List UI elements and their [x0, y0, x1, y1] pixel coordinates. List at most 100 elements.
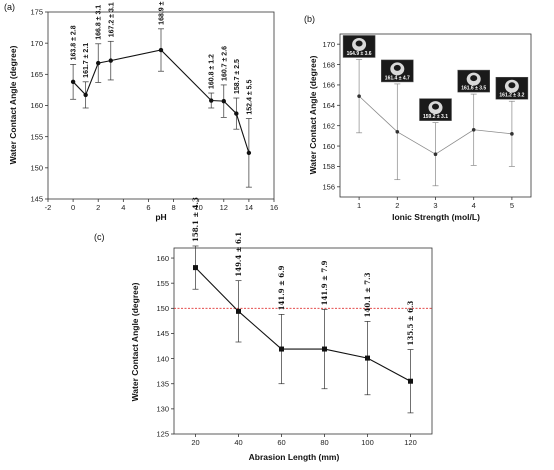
- plot-frame-c: [173, 247, 433, 435]
- y-tick-label-a: 145: [30, 195, 43, 204]
- x-tick-label-a: -2: [45, 203, 52, 212]
- data-point-a: [209, 98, 214, 103]
- data-label-a: 158.7 ± 2.5: [234, 59, 241, 94]
- x-axis-label-a: pH: [155, 212, 166, 222]
- data-label-a: 167.2 ± 3.1: [108, 2, 115, 37]
- y-tick-label-c: 125: [156, 430, 169, 439]
- droplet-highlight-b: [470, 75, 478, 82]
- y-tick-label-a: 175: [30, 8, 43, 17]
- data-label-b: 161.2 ± 3.2: [499, 93, 524, 99]
- droplet-highlight-b: [508, 82, 516, 89]
- data-point-a: [108, 58, 113, 63]
- data-point-a: [70, 79, 76, 85]
- x-tick-label-a: 12: [220, 203, 228, 212]
- x-tick-label-b: 1: [357, 201, 361, 210]
- data-point-a: [158, 47, 164, 53]
- x-tick-label-a: 4: [121, 203, 125, 212]
- data-label-c: 158.1 ± 4.3: [191, 197, 200, 242]
- x-axis-label-c: Abrasion Length (mm): [249, 452, 340, 462]
- data-label-a: 166.8 ± 3.1: [96, 5, 103, 40]
- x-tick-label-c: 120: [404, 438, 417, 447]
- y-tick-label-b: 158: [322, 162, 335, 171]
- x-tick-label-c: 60: [277, 438, 285, 447]
- data-label-a: 160.7 ± 2.6: [221, 46, 228, 81]
- x-tick-label-a: 2: [96, 203, 100, 212]
- x-axis-label-b: Ionic Strength (mol/L): [392, 212, 480, 222]
- y-tick-label-c: 130: [156, 405, 169, 414]
- x-tick-label-c: 100: [361, 438, 374, 447]
- y-tick-label-b: 168: [322, 60, 335, 69]
- chart-a: Water Contact Angle (degree) pH 145 150 15…: [8, 0, 278, 222]
- y-tick-label-a: 160: [30, 101, 43, 110]
- y-tick-label-c: 135: [156, 379, 169, 388]
- x-tick-label-a: 14: [245, 203, 253, 212]
- panel-label-a: (a): [4, 2, 15, 12]
- data-label-c: 140.1 ± 7.3: [363, 272, 372, 317]
- droplet-highlight-b: [393, 64, 401, 71]
- y-tick-label-a: 155: [30, 132, 43, 141]
- droplet-highlight-b: [355, 40, 363, 47]
- data-label-b: 161.4 ± 4.7: [385, 75, 410, 81]
- x-tick-label-a: 16: [270, 203, 278, 212]
- x-tick-label-b: 3: [433, 201, 437, 210]
- chart-b: Water Contact Angle (degree) Ionic Stren…: [308, 33, 532, 222]
- y-tick-label-b: 160: [322, 142, 335, 151]
- y-tick-label-b: 170: [322, 40, 335, 49]
- x-tick-label-b: 4: [472, 201, 476, 210]
- panel-label-c: (c): [94, 232, 105, 242]
- data-point-a: [246, 150, 252, 156]
- data-point-c: [236, 308, 241, 314]
- data-label-a: 152.4 ± 5.5: [246, 80, 253, 115]
- x-tick-label-b: 2: [395, 201, 399, 210]
- panel-label-b: (b): [304, 14, 315, 24]
- y-tick-label-b: 164: [322, 101, 335, 110]
- y-tick-label-a: 165: [30, 70, 43, 79]
- y-tick-label-c: 155: [156, 279, 169, 288]
- data-label-b: 164.9 ± 3.6: [347, 51, 372, 57]
- y-axis-label-b: Water Contact Angle (degree): [308, 55, 318, 174]
- data-label-c: 141.9 ± 6.9: [277, 265, 286, 310]
- data-point-b: [433, 152, 438, 157]
- x-tick-label-b: 5: [510, 201, 514, 210]
- data-label-c: 149.4 ± 6.1: [234, 232, 243, 277]
- y-tick-label-c: 145: [156, 329, 169, 338]
- data-point-c: [408, 378, 413, 384]
- x-tick-label-c: 40: [234, 438, 242, 447]
- y-tick-label-b: 162: [322, 121, 335, 130]
- data-label-c: 135.5 ± 6.3: [406, 301, 415, 346]
- x-tick-label-a: 0: [71, 203, 75, 212]
- data-label-a: 163.8 ± 2.8: [71, 25, 78, 60]
- data-point-b: [471, 127, 476, 132]
- data-label-a: 161.7 ± 2.1: [83, 43, 90, 78]
- data-label-a: 160.8 ± 1.2: [209, 54, 216, 89]
- series-line-c: [195, 267, 411, 382]
- x-tick-label-c: 20: [191, 438, 199, 447]
- y-tick-label-a: 150: [30, 164, 43, 173]
- y-tick-label-b: 166: [322, 81, 335, 90]
- data-point-c: [365, 355, 370, 361]
- y-tick-label-c: 160: [156, 254, 169, 263]
- data-point-a: [96, 60, 101, 66]
- y-tick-label-a: 170: [30, 39, 43, 48]
- x-tick-label-a: 10: [194, 203, 202, 212]
- data-point-c: [322, 346, 327, 352]
- x-tick-label-a: 8: [171, 203, 175, 212]
- data-point-a: [234, 111, 239, 116]
- y-tick-label-c: 150: [156, 304, 169, 313]
- data-point-b: [510, 132, 514, 136]
- x-tick-label-c: 80: [320, 438, 328, 447]
- data-point-a: [83, 92, 88, 98]
- y-tick-label-b: 156: [322, 183, 335, 192]
- data-label-b: 161.6 ± 3.5: [461, 86, 486, 92]
- data-point-a: [221, 98, 226, 104]
- data-point-b: [395, 130, 400, 134]
- x-tick-label-a: 6: [146, 203, 150, 212]
- y-tick-label-c: 140: [156, 354, 169, 363]
- data-point-b: [357, 94, 361, 98]
- data-label-a: 168.9 ± 3.4: [159, 0, 166, 25]
- data-point-c: [279, 346, 284, 352]
- y-axis-label-c: Water Contact Angle (degree): [130, 282, 140, 401]
- data-label-c: 141.9 ± 7.9: [320, 260, 329, 305]
- y-axis-label-a: Water Contact Angle (degree): [8, 45, 18, 164]
